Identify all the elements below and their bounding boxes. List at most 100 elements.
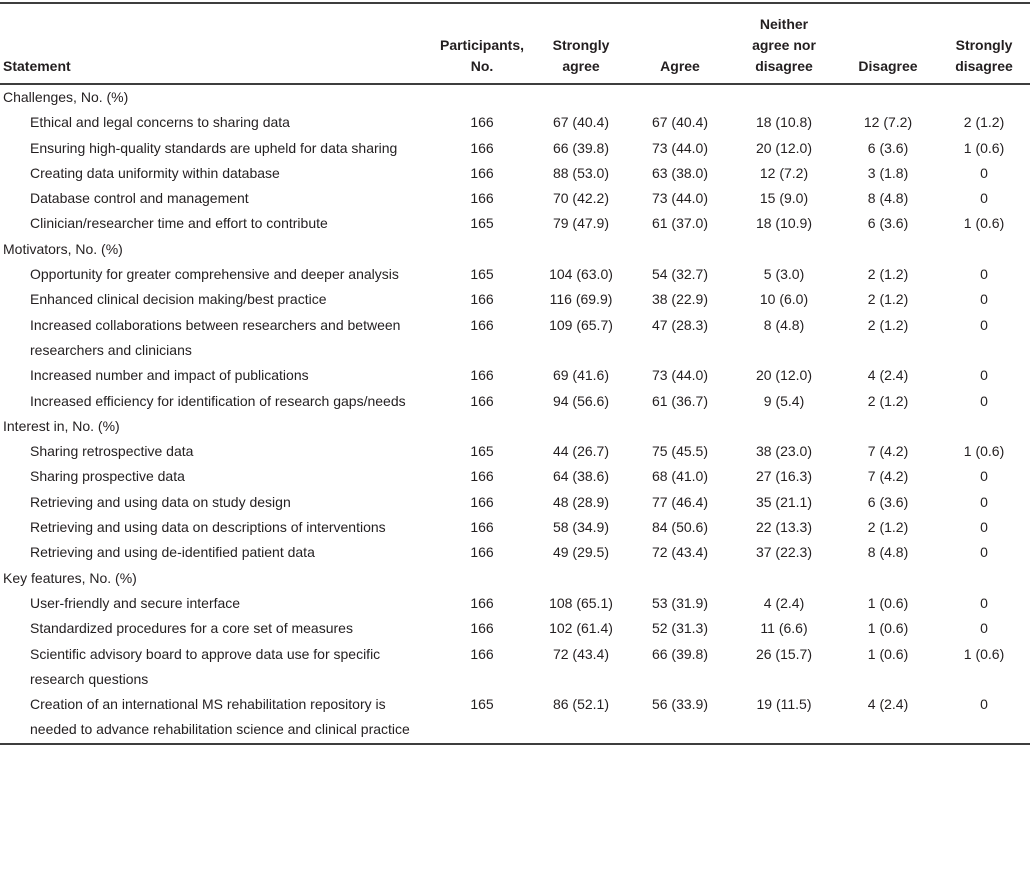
participants-cell: 166 bbox=[470, 114, 494, 131]
strongly-agree-cell: 109 (65.7) bbox=[549, 316, 613, 333]
table-row: Creation of an international MS rehabili… bbox=[0, 692, 1030, 744]
table-body: Challenges, No. (%) Ethical and legal con… bbox=[0, 84, 1030, 744]
strongly-agree-cell: 69 (41.6) bbox=[552, 367, 610, 384]
statement-cell: User-friendly and secure interface bbox=[30, 594, 241, 611]
col-header-participants: Participants, No. bbox=[432, 3, 532, 85]
section-header: Challenges, No. (%) bbox=[3, 89, 129, 105]
table-row: Increased efficiency for identification … bbox=[0, 389, 1030, 414]
section-header-row: Key features, No. (%) bbox=[0, 566, 1030, 591]
participants-cell: 166 bbox=[470, 291, 494, 308]
agree-cell: 73 (44.0) bbox=[651, 367, 709, 384]
neither-cell: 10 (6.0) bbox=[759, 291, 809, 308]
disagree-cell: 7 (4.2) bbox=[867, 468, 909, 485]
strongly-agree-cell: 64 (38.6) bbox=[552, 468, 610, 485]
agree-cell: 47 (28.3) bbox=[651, 316, 709, 333]
table-row: Opportunity for greater comprehensive an… bbox=[0, 262, 1030, 287]
section-header-row: Interest in, No. (%) bbox=[0, 414, 1030, 439]
neither-cell: 38 (23.0) bbox=[755, 443, 813, 460]
strongly-disagree-cell: 0 bbox=[980, 544, 988, 561]
disagree-cell: 1 (0.6) bbox=[867, 620, 909, 637]
disagree-cell: 6 (3.6) bbox=[867, 493, 909, 510]
section-header-row: Motivators, No. (%) bbox=[0, 237, 1030, 262]
disagree-cell: 2 (1.2) bbox=[867, 266, 909, 283]
participants-cell: 166 bbox=[470, 367, 494, 384]
table-row: Retrieving and using data on study desig… bbox=[0, 490, 1030, 515]
agree-cell: 67 (40.4) bbox=[651, 114, 709, 131]
disagree-cell: 6 (3.6) bbox=[867, 139, 909, 156]
strongly-disagree-cell: 1 (0.6) bbox=[963, 443, 1005, 460]
neither-cell: 8 (4.8) bbox=[763, 316, 805, 333]
statement-cell: Creation of an international MS rehabili… bbox=[30, 696, 410, 738]
strongly-agree-cell: 72 (43.4) bbox=[552, 645, 610, 662]
neither-cell: 11 (6.6) bbox=[760, 620, 808, 637]
col-header-neither: Neither agree nor disagree bbox=[730, 3, 838, 85]
strongly-disagree-cell: 0 bbox=[980, 493, 988, 510]
agree-cell: 72 (43.4) bbox=[651, 544, 709, 561]
strongly-agree-cell: 116 (69.9) bbox=[549, 291, 613, 308]
section-header: Interest in, No. (%) bbox=[3, 417, 120, 434]
participants-cell: 166 bbox=[470, 519, 494, 536]
strongly-disagree-cell: 0 bbox=[980, 367, 988, 384]
table-row: Retrieving and using data on description… bbox=[0, 515, 1030, 540]
neither-cell: 37 (22.3) bbox=[755, 544, 813, 561]
strongly-agree-cell: 66 (39.8) bbox=[552, 139, 610, 156]
agree-cell: 75 (45.5) bbox=[651, 443, 709, 460]
neither-cell: 20 (12.0) bbox=[755, 139, 813, 156]
statement-cell: Retrieving and using data on study desig… bbox=[30, 493, 291, 510]
participants-cell: 165 bbox=[470, 443, 494, 460]
disagree-cell: 8 (4.8) bbox=[867, 544, 909, 561]
strongly-disagree-cell: 0 bbox=[980, 696, 988, 713]
agree-cell: 61 (36.7) bbox=[651, 392, 709, 409]
strongly-disagree-cell: 0 bbox=[980, 594, 988, 611]
neither-cell: 18 (10.8) bbox=[755, 114, 813, 131]
table-row: Sharing retrospective data 165 44 (26.7) 75… bbox=[0, 439, 1030, 464]
table-row: Database control and management 166 70 (42… bbox=[0, 186, 1030, 211]
disagree-cell: 2 (1.2) bbox=[867, 291, 909, 308]
section-header: Motivators, No. (%) bbox=[3, 240, 123, 257]
statement-cell: Sharing retrospective data bbox=[30, 443, 194, 460]
participants-cell: 166 bbox=[470, 493, 494, 510]
participants-cell: 166 bbox=[470, 316, 494, 333]
strongly-disagree-cell: 0 bbox=[980, 519, 988, 536]
agree-cell: 53 (31.9) bbox=[651, 594, 709, 611]
agree-cell: 73 (44.0) bbox=[651, 190, 709, 207]
strongly-agree-cell: 70 (42.2) bbox=[552, 190, 610, 207]
participants-cell: 165 bbox=[470, 215, 494, 232]
disagree-cell: 12 (7.2) bbox=[863, 114, 913, 131]
table-row: Ensuring high-quality standards are uphe… bbox=[0, 136, 1030, 161]
strongly-agree-cell: 44 (26.7) bbox=[552, 443, 610, 460]
disagree-cell: 2 (1.2) bbox=[867, 392, 909, 409]
col-header-strongly-disagree: Strongly disagree bbox=[938, 3, 1030, 85]
statement-cell: Retrieving and using data on description… bbox=[30, 519, 386, 536]
disagree-cell: 3 (1.8) bbox=[867, 164, 909, 181]
statement-cell: Ensuring high-quality standards are uphe… bbox=[30, 139, 398, 156]
strongly-agree-cell: 108 (65.1) bbox=[549, 594, 613, 611]
participants-cell: 165 bbox=[470, 266, 494, 283]
strongly-agree-cell: 94 (56.6) bbox=[552, 392, 610, 409]
disagree-cell: 7 (4.2) bbox=[867, 443, 909, 460]
strongly-agree-cell: 67 (40.4) bbox=[552, 114, 610, 131]
statement-cell: Sharing prospective data bbox=[30, 468, 185, 485]
disagree-cell: 4 (2.4) bbox=[867, 696, 909, 713]
agree-cell: 38 (22.9) bbox=[651, 291, 709, 308]
strongly-agree-cell: 104 (63.0) bbox=[549, 266, 613, 283]
strongly-agree-cell: 79 (47.9) bbox=[552, 215, 610, 232]
disagree-cell: 2 (1.2) bbox=[867, 519, 909, 536]
agree-cell: 66 (39.8) bbox=[651, 645, 709, 662]
disagree-cell: 2 (1.2) bbox=[867, 316, 909, 333]
table-row: Scientific advisory board to approve dat… bbox=[0, 642, 1030, 693]
participants-cell: 166 bbox=[470, 620, 494, 637]
neither-cell: 20 (12.0) bbox=[755, 367, 813, 384]
neither-cell: 26 (15.7) bbox=[755, 645, 813, 662]
strongly-disagree-cell: 0 bbox=[980, 291, 988, 308]
neither-cell: 22 (13.3) bbox=[755, 519, 813, 536]
strongly-agree-cell: 58 (34.9) bbox=[552, 519, 610, 536]
strongly-agree-cell: 86 (52.1) bbox=[552, 696, 610, 713]
disagree-cell: 1 (0.6) bbox=[867, 645, 909, 662]
strongly-disagree-cell: 0 bbox=[980, 164, 988, 181]
col-header-agree: Agree bbox=[630, 3, 730, 85]
neither-cell: 19 (11.5) bbox=[756, 696, 812, 713]
table-row: Sharing prospective data 166 64 (38.6) 68 (… bbox=[0, 464, 1030, 489]
table-row: Clinician/researcher time and effort to … bbox=[0, 211, 1030, 236]
